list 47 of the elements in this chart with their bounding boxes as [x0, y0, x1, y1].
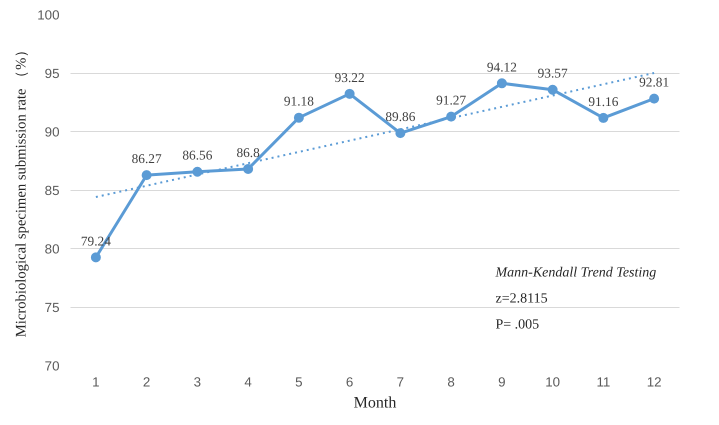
- point: [294, 112, 304, 123]
- x-tick-label: 6: [346, 374, 354, 390]
- data-label: 86.8: [236, 144, 260, 160]
- x-tick-label: 3: [194, 374, 202, 390]
- y-tick-label: 70: [44, 358, 60, 374]
- x-tick-label: 11: [596, 374, 610, 390]
- data-label: 93.22: [334, 70, 365, 85]
- y-tick-label: 75: [44, 300, 60, 315]
- point: [598, 112, 608, 123]
- y-axis-title: Microbiological specimen submission rate （%）: [13, 42, 30, 338]
- y-tick-label: 95: [44, 66, 60, 81]
- annotation: z=2.8115: [496, 292, 548, 306]
- data-label: 92.81: [639, 74, 670, 90]
- annotation: P= .005: [496, 318, 540, 332]
- data-label: 91.18: [284, 94, 314, 109]
- point: [192, 166, 202, 177]
- data-label: 91.16: [588, 94, 619, 109]
- point: [344, 88, 355, 99]
- point: [548, 84, 558, 95]
- annotation: Mann-Kendall Trend Testing: [494, 266, 656, 280]
- data-label: 93.57: [538, 66, 568, 81]
- y-tick-label: 100: [37, 8, 60, 22]
- x-tick-label: 8: [447, 374, 455, 390]
- data-label: 89.86: [385, 109, 416, 124]
- x-tick-label: 7: [396, 374, 404, 390]
- y-tick-label: 85: [44, 183, 60, 198]
- data-label: 86.56: [182, 148, 213, 163]
- point: [395, 128, 406, 138]
- data-label: 86.27: [132, 151, 162, 166]
- x-tick-label: 4: [244, 374, 252, 390]
- data-label: 91.27: [436, 92, 466, 108]
- point: [243, 164, 254, 174]
- point: [649, 94, 660, 104]
- y-tick-label: 80: [44, 242, 60, 256]
- point: [446, 112, 456, 122]
- x-tick-label: 5: [295, 374, 303, 390]
- point: [496, 78, 507, 88]
- data-label: 94.12: [486, 59, 517, 74]
- y-tick-label: 90: [44, 124, 60, 140]
- x-tick-label: 10: [545, 374, 560, 390]
- point: [142, 170, 152, 180]
- x-axis-title: Month: [354, 394, 396, 412]
- x-tick-label: 9: [498, 374, 506, 390]
- point: [90, 252, 101, 262]
- x-tick-label: 2: [142, 374, 150, 390]
- x-tick-label: 1: [92, 374, 100, 390]
- x-tick-label: 12: [646, 374, 662, 390]
